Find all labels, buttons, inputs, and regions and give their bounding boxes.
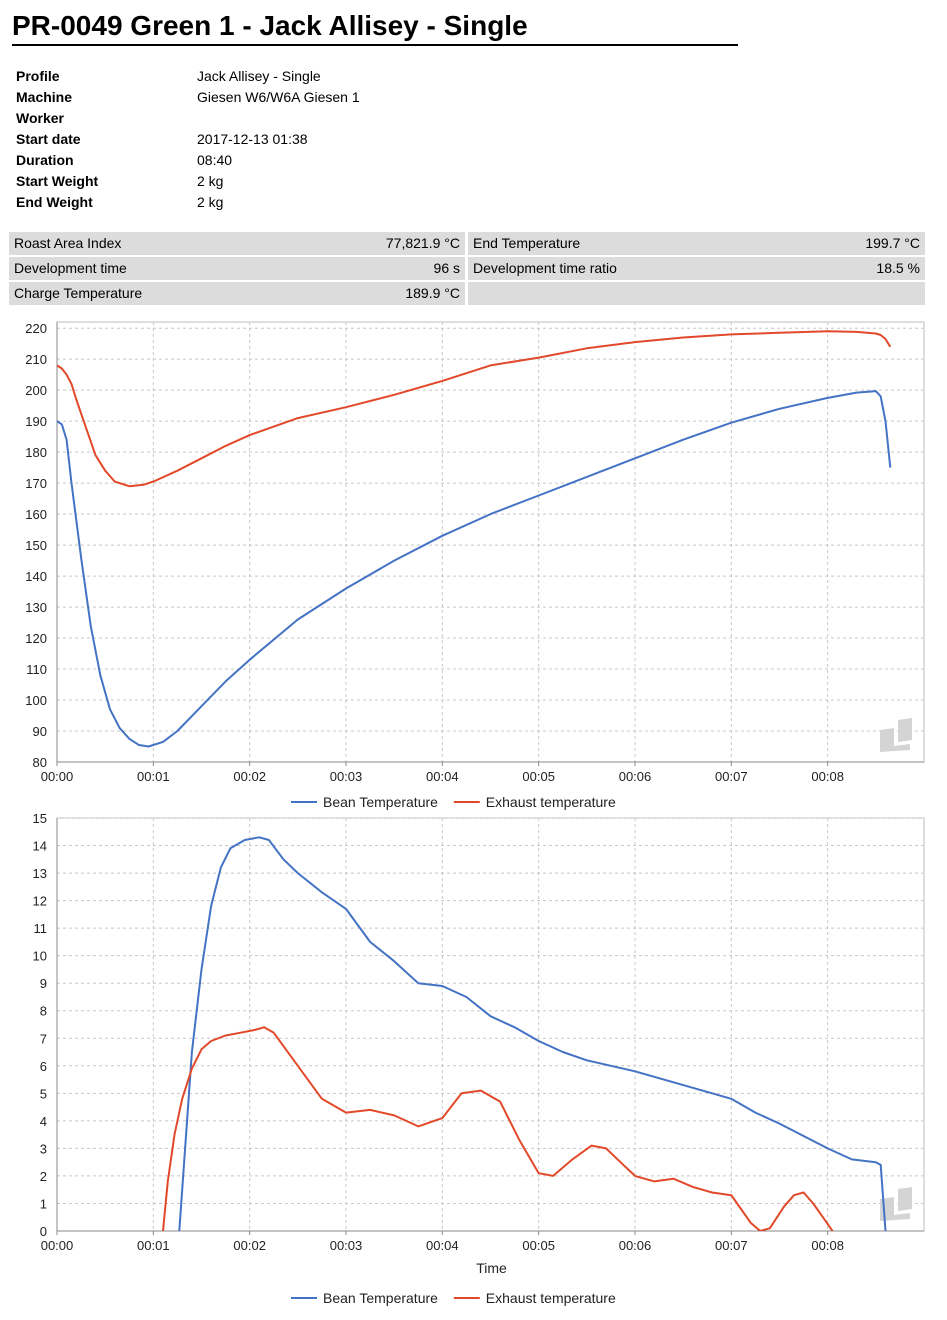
- x-tick-label: 00:08: [811, 1238, 844, 1253]
- y-tick-label: 11: [34, 921, 48, 936]
- x-tick-label: 00:07: [715, 769, 748, 784]
- stat-label: End Temperature: [473, 235, 581, 251]
- stat-label: Development time: [14, 260, 127, 276]
- info-value: 2 kg: [197, 173, 224, 189]
- legend-label: Exhaust temperature: [486, 794, 616, 810]
- stat-empty-cell: [468, 282, 925, 305]
- y-tick-label: 160: [25, 507, 47, 522]
- y-tick-label: 1: [40, 1196, 47, 1211]
- stat-label: Development time ratio: [473, 260, 617, 276]
- y-tick-label: 0: [40, 1224, 47, 1239]
- x-tick-label: 00:05: [522, 769, 555, 784]
- x-tick-label: 00:08: [811, 769, 844, 784]
- y-tick-label: 5: [40, 1086, 47, 1101]
- info-label: Machine: [16, 89, 73, 105]
- page-title: PR-0049 Green 1 - Jack Allisey - Single: [12, 10, 738, 46]
- y-tick-label: 180: [25, 445, 47, 460]
- y-tick-label: 80: [33, 755, 47, 770]
- x-tick-label: 00:01: [137, 1238, 170, 1253]
- stat-development-time: Development time 96 s: [9, 257, 465, 280]
- info-value: Giesen W6/W6A Giesen 1: [197, 89, 360, 105]
- x-tick-label: 00:06: [619, 769, 652, 784]
- info-value: 08:40: [197, 152, 233, 168]
- x-tick-label: 00:04: [426, 769, 459, 784]
- x-tick-label: 00:04: [426, 1238, 459, 1253]
- x-tick-label: 00:01: [137, 769, 170, 784]
- y-tick-label: 200: [25, 383, 47, 398]
- y-tick-label: 120: [25, 631, 47, 646]
- info-label: Profile: [16, 68, 60, 84]
- x-tick-label: 00:07: [715, 1238, 748, 1253]
- y-tick-label: 4: [40, 1114, 47, 1129]
- y-tick-label: 170: [25, 476, 47, 491]
- info-label: End Weight: [16, 194, 93, 210]
- stat-charge-temperature: Charge Temperature 189.9 °C: [9, 282, 465, 305]
- stat-value: 18.5 %: [876, 260, 920, 276]
- info-label: Start date: [16, 131, 81, 147]
- stat-development-time-ratio: Development time ratio 18.5 %: [468, 257, 925, 280]
- info-label: Start Weight: [16, 173, 99, 189]
- y-tick-label: 3: [40, 1141, 47, 1156]
- info-label: Worker: [16, 110, 64, 126]
- info-label: Duration: [16, 152, 74, 168]
- info-value: 2017-12-13 01:38: [197, 131, 308, 147]
- stat-roast-area-index: Roast Area Index 77,821.9 °C: [9, 232, 465, 255]
- stat-value: 77,821.9 °C: [385, 235, 460, 251]
- y-tick-label: 100: [25, 693, 47, 708]
- y-tick-label: 220: [25, 321, 47, 336]
- y-tick-label: 140: [25, 569, 47, 584]
- series-line-exhaust-temperature: [57, 330, 892, 488]
- y-tick-label: 15: [33, 812, 47, 826]
- legend-label: Bean Temperature: [323, 1290, 438, 1306]
- stat-value: 199.7 °C: [865, 235, 920, 251]
- x-tick-label: 00:02: [233, 769, 266, 784]
- x-tick-label: 00:00: [41, 1238, 74, 1253]
- logo-shape: [898, 718, 912, 742]
- logo-shape: [880, 1197, 910, 1221]
- series-line-bean-temperature: [57, 390, 892, 748]
- x-tick-label: 00:06: [619, 1238, 652, 1253]
- y-tick-label: 13: [33, 866, 47, 881]
- y-tick-label: 190: [25, 414, 47, 429]
- x-tick-label: 00:03: [330, 1238, 363, 1253]
- y-tick-label: 9: [40, 976, 47, 991]
- legend-label: Exhaust temperature: [486, 1290, 616, 1306]
- logo-shape: [898, 1187, 912, 1211]
- y-tick-label: 2: [40, 1169, 47, 1184]
- y-tick-label: 150: [25, 538, 47, 553]
- roast-logo-icon: [880, 718, 912, 752]
- x-tick-label: 00:03: [330, 769, 363, 784]
- y-tick-label: 10: [33, 949, 47, 964]
- temperature-chart: 80 90 100 110 120 130 140 150 160 170 180 190 200 210…: [25, 321, 925, 810]
- stat-label: Charge Temperature: [14, 285, 143, 301]
- legend-label: Bean Temperature: [323, 794, 438, 810]
- series-line-exhaust-temperature: [162, 1026, 834, 1231]
- x-tick-label: 00:02: [233, 1238, 266, 1253]
- plot-area: [56, 817, 925, 1232]
- series-line-bean-temperature: [178, 836, 887, 1231]
- y-tick-label: 90: [33, 724, 47, 739]
- y-tick-label: 130: [25, 600, 47, 615]
- stat-end-temperature: End Temperature 199.7 °C: [468, 232, 925, 255]
- stat-value: 96 s: [433, 260, 460, 276]
- logo-shape: [880, 728, 910, 752]
- x-tick-label: 00:05: [522, 1238, 555, 1253]
- y-tick-label: 110: [26, 662, 47, 677]
- y-tick-label: 6: [40, 1059, 47, 1074]
- info-value: Jack Allisey - Single: [197, 68, 321, 84]
- roast-logo-icon: [880, 1187, 912, 1221]
- x-axis-title: Time: [476, 1260, 507, 1276]
- stat-value: 189.9 °C: [405, 285, 460, 301]
- x-tick-label: 00:00: [41, 769, 74, 784]
- y-tick-label: 8: [40, 1004, 47, 1019]
- stat-label: Roast Area Index: [14, 235, 122, 251]
- y-tick-label: 7: [40, 1031, 47, 1046]
- y-tick-label: 210: [25, 352, 47, 367]
- plot-area: [56, 321, 925, 763]
- y-tick-label: 12: [33, 894, 47, 909]
- info-value: 2 kg: [197, 194, 224, 210]
- y-tick-label: 14: [33, 839, 47, 854]
